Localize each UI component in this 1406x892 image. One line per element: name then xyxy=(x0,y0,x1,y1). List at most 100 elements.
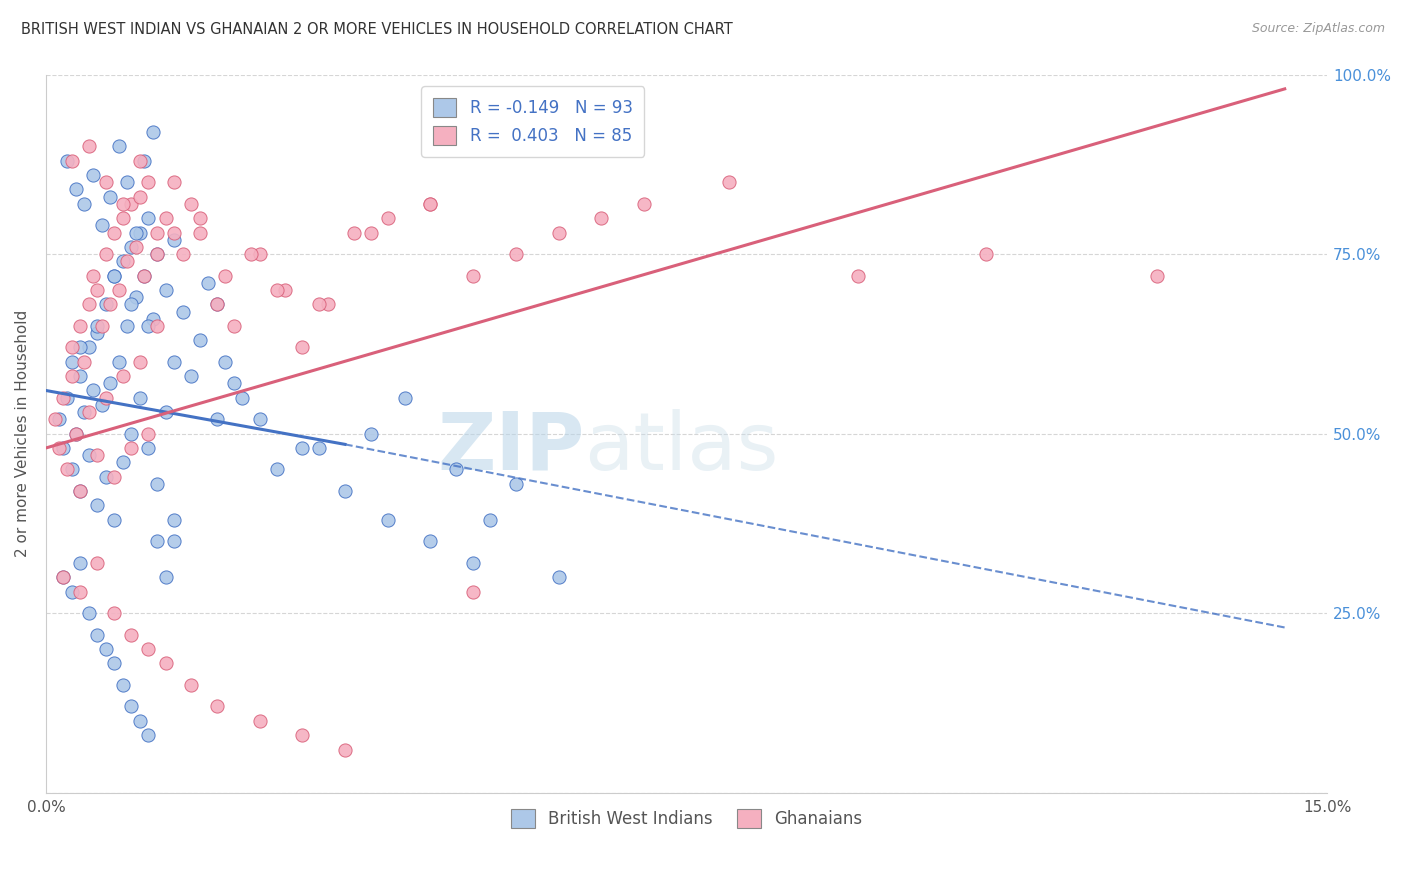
Point xyxy=(56,462,79,476)
Point xyxy=(360,426,382,441)
Point xyxy=(138,175,160,189)
Point xyxy=(142,125,165,139)
Point xyxy=(77,405,100,419)
Point xyxy=(90,318,112,333)
Point xyxy=(1146,268,1168,283)
Point xyxy=(52,441,75,455)
Point xyxy=(479,513,502,527)
Point xyxy=(69,584,91,599)
Point xyxy=(48,441,70,455)
Point xyxy=(82,268,104,283)
Point xyxy=(73,405,96,419)
Point xyxy=(463,556,485,570)
Point xyxy=(231,391,253,405)
Point xyxy=(197,276,219,290)
Point xyxy=(444,462,467,476)
Point xyxy=(69,369,91,384)
Point xyxy=(163,355,186,369)
Point xyxy=(124,240,146,254)
Point xyxy=(138,728,160,742)
Point xyxy=(69,340,91,354)
Point xyxy=(163,534,186,549)
Point xyxy=(86,448,108,462)
Point xyxy=(60,340,83,354)
Point xyxy=(111,196,134,211)
Point xyxy=(94,175,117,189)
Point xyxy=(316,297,339,311)
Point xyxy=(98,297,121,311)
Point xyxy=(120,196,142,211)
Point xyxy=(505,476,527,491)
Point xyxy=(146,247,169,261)
Point xyxy=(146,226,169,240)
Point xyxy=(291,441,314,455)
Point xyxy=(98,189,121,203)
Point xyxy=(120,441,142,455)
Point xyxy=(115,175,138,189)
Point xyxy=(846,268,869,283)
Point xyxy=(591,211,613,226)
Point xyxy=(205,297,228,311)
Point xyxy=(146,476,169,491)
Point xyxy=(94,391,117,405)
Point xyxy=(94,247,117,261)
Point xyxy=(103,469,125,483)
Point xyxy=(291,340,314,354)
Point xyxy=(86,283,108,297)
Point xyxy=(266,462,288,476)
Point xyxy=(120,426,142,441)
Point xyxy=(214,268,236,283)
Point xyxy=(155,657,177,671)
Point xyxy=(163,226,186,240)
Point xyxy=(77,139,100,153)
Point xyxy=(73,196,96,211)
Point xyxy=(249,412,271,426)
Point xyxy=(172,247,194,261)
Point xyxy=(124,290,146,304)
Point xyxy=(188,211,211,226)
Point xyxy=(86,318,108,333)
Point xyxy=(205,412,228,426)
Point xyxy=(505,247,527,261)
Point xyxy=(163,513,186,527)
Point xyxy=(274,283,297,297)
Point xyxy=(214,355,236,369)
Point xyxy=(419,196,441,211)
Y-axis label: 2 or more Vehicles in Household: 2 or more Vehicles in Household xyxy=(15,310,30,558)
Point xyxy=(308,297,330,311)
Point xyxy=(73,355,96,369)
Point xyxy=(48,412,70,426)
Point xyxy=(146,318,169,333)
Point xyxy=(103,657,125,671)
Point xyxy=(333,742,356,756)
Point xyxy=(205,297,228,311)
Point xyxy=(129,714,152,728)
Text: ZIP: ZIP xyxy=(437,409,583,487)
Point xyxy=(142,311,165,326)
Point xyxy=(111,678,134,692)
Point xyxy=(138,426,160,441)
Point xyxy=(115,254,138,268)
Point xyxy=(249,714,271,728)
Point xyxy=(188,333,211,347)
Point xyxy=(77,340,100,354)
Point xyxy=(155,570,177,584)
Point xyxy=(77,297,100,311)
Point xyxy=(377,513,399,527)
Text: BRITISH WEST INDIAN VS GHANAIAN 2 OR MORE VEHICLES IN HOUSEHOLD CORRELATION CHAR: BRITISH WEST INDIAN VS GHANAIAN 2 OR MOR… xyxy=(21,22,733,37)
Point xyxy=(69,483,91,498)
Point xyxy=(98,376,121,391)
Point xyxy=(56,391,79,405)
Point xyxy=(120,699,142,714)
Point xyxy=(163,233,186,247)
Point xyxy=(205,699,228,714)
Point xyxy=(172,304,194,318)
Point xyxy=(308,441,330,455)
Point xyxy=(60,584,83,599)
Point xyxy=(129,153,152,168)
Point xyxy=(90,219,112,233)
Point xyxy=(65,426,87,441)
Point xyxy=(134,153,156,168)
Point xyxy=(103,268,125,283)
Point xyxy=(94,469,117,483)
